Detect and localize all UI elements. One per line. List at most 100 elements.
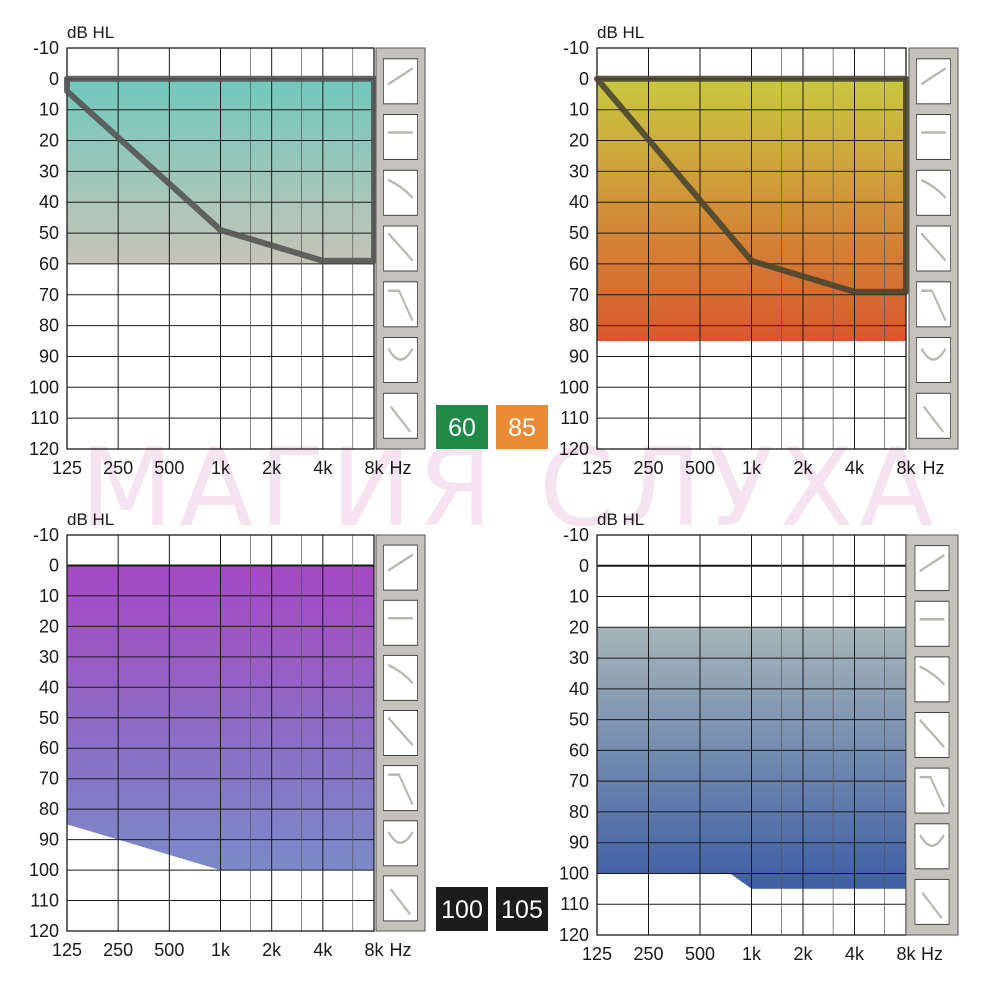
x-tick-label: 1k — [742, 944, 762, 964]
audiogram-type-curve — [920, 232, 947, 262]
x-axis-label: Hz — [390, 458, 412, 478]
audiogram-type-box — [916, 392, 951, 439]
audiogram-type-box — [916, 58, 951, 105]
y-tick-label: 10 — [569, 100, 589, 120]
x-tick-label: 8k — [896, 458, 916, 478]
audiogram-type-curve — [387, 831, 414, 845]
threshold-badge-85: 85 — [496, 405, 548, 449]
y-tick-label: 50 — [569, 223, 589, 243]
y-tick-label: 20 — [569, 617, 589, 637]
audiogram-type-box — [383, 392, 418, 439]
cookie-bite-curve-icon — [914, 823, 950, 870]
x-tick-label: 1k — [742, 458, 762, 478]
audiogram-type-box — [914, 600, 950, 647]
y-tick-label: -10 — [563, 38, 589, 58]
y-tick-label: 40 — [569, 192, 589, 212]
y-tick-label: 40 — [569, 679, 589, 699]
badge-background — [436, 405, 488, 449]
threshold-badge-100: 100 — [436, 887, 488, 931]
x-tick-label: 4k — [313, 940, 333, 960]
audiogram-type-curve — [921, 892, 943, 919]
threshold-line — [64, 75, 377, 264]
cookie-bite-curve-icon — [383, 820, 418, 867]
x-tick-label: 125 — [52, 940, 82, 960]
x-tick-label: 8k — [364, 940, 384, 960]
precipitous-drop-curve-icon — [383, 765, 418, 812]
x-tick-label: 250 — [633, 944, 663, 964]
badge-label: 100 — [441, 896, 483, 924]
y-tick-label: 110 — [30, 891, 59, 911]
y-tick-label: 120 — [559, 439, 589, 459]
y-tick-label: 0 — [49, 555, 59, 575]
y-tick-label: 120 — [559, 925, 589, 945]
x-tick-label: 2k — [793, 458, 813, 478]
audiogram-chart-2: -10 0 10 20 30 40 50 60 70 80 90 100 110 120 dB HL 125 2… — [559, 23, 959, 478]
y-tick-label: 80 — [569, 316, 589, 336]
steeply-sloping-curve-icon — [383, 225, 418, 272]
cookie-bite-curve-icon — [916, 337, 951, 383]
y-tick-label: 110 — [560, 408, 589, 428]
audiogram-type-curve — [919, 719, 945, 748]
y-axis-label: dB HL — [597, 23, 644, 42]
y-tick-label: 50 — [39, 223, 59, 243]
y-tick-label: 80 — [39, 799, 59, 819]
y-tick-label: 100 — [559, 377, 589, 397]
gently-sloping-curve-icon — [916, 169, 951, 216]
precipitous-drop-curve-icon — [916, 281, 951, 328]
flat-curve-icon — [383, 114, 418, 160]
x-tick-label: 1k — [211, 458, 231, 478]
audiogram-type-curve — [387, 289, 414, 322]
rising-curve-icon — [914, 545, 950, 592]
audiogram-type-box — [914, 545, 950, 592]
audiogram-type-curve — [387, 67, 414, 86]
threshold-badge-105: 105 — [496, 887, 548, 931]
x-axis-label: Hz — [390, 940, 412, 960]
y-tick-label: 70 — [569, 771, 589, 791]
y-tick-label: 70 — [39, 285, 59, 305]
steeply-sloping-curve-icon — [914, 712, 950, 758]
audiogram-type-curve — [923, 406, 944, 433]
x-tick-label: 125 — [52, 458, 82, 478]
audiogram-type-curve — [387, 717, 414, 746]
x-tick-label: 500 — [685, 944, 715, 964]
y-tick-label: 90 — [569, 833, 589, 853]
y-tick-label: 90 — [39, 346, 59, 366]
audiogram-type-curve — [920, 289, 947, 322]
y-tick-label: 90 — [569, 346, 589, 366]
high-frequency-slope-icon — [383, 875, 418, 922]
y-tick-label: 30 — [39, 647, 59, 667]
x-tick-label: 2k — [262, 458, 282, 478]
y-tick-label: 110 — [560, 894, 589, 914]
precipitous-drop-curve-icon — [914, 767, 950, 814]
x-tick-label: 500 — [154, 458, 184, 478]
audiogram-type-curve — [920, 348, 947, 361]
audiogram-type-curve — [387, 773, 414, 805]
y-tick-label: 20 — [569, 131, 589, 151]
y-tick-label: 110 — [30, 408, 59, 428]
steeply-sloping-curve-icon — [383, 710, 418, 756]
y-tick-label: 60 — [569, 254, 589, 274]
y-tick-label: 80 — [569, 802, 589, 822]
x-tick-label: 250 — [633, 458, 663, 478]
audiogram-type-box — [916, 114, 951, 160]
badge-label: 85 — [508, 414, 536, 442]
y-tick-label: 40 — [39, 192, 59, 212]
steeply-sloping-curve-icon — [916, 225, 951, 272]
x-tick-label: 1k — [211, 940, 231, 960]
audiogram-type-box — [914, 878, 950, 925]
y-tick-label: 60 — [569, 740, 589, 760]
y-tick-label: 60 — [39, 738, 59, 758]
gently-sloping-curve-icon — [383, 169, 418, 216]
badge-background — [436, 887, 488, 931]
y-tick-label: 30 — [569, 648, 589, 668]
y-tick-label: 0 — [579, 69, 589, 89]
y-axis-label: dB HL — [67, 23, 114, 42]
y-tick-label: 60 — [39, 254, 59, 274]
plot-frame — [66, 534, 375, 932]
audiogram-charts: -10 0 10 20 30 40 50 60 70 80 90 100 110 120 dB HL 125 2… — [29, 23, 959, 964]
y-axis-label: dB HL — [597, 510, 644, 529]
audiogram-type-box — [383, 875, 418, 922]
x-tick-label: 4k — [313, 458, 333, 478]
threshold-badge-60: 60 — [436, 405, 488, 449]
